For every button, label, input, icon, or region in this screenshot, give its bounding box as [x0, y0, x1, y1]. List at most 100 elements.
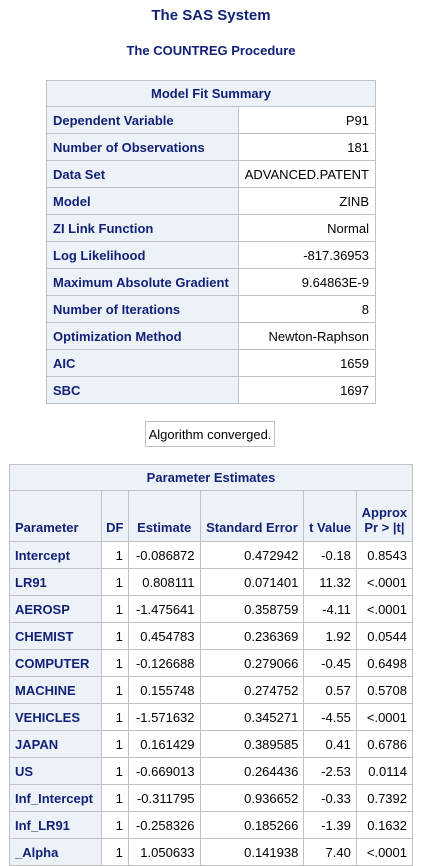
table-row: LR91 1 0.808111 0.071401 11.32 <.0001 [9, 568, 414, 596]
convergence-note: Algorithm converged. [145, 421, 275, 447]
table-row: CHEMIST 1 0.454783 0.236369 1.92 0.0544 [9, 622, 414, 650]
table-row: _Alpha 1 1.050633 0.141938 7.40 <.0001 [9, 838, 414, 866]
table-row: Inf_LR91 1 -0.258326 0.185266 -1.39 0.1632 [9, 811, 414, 839]
fit-row-label: Data Set [46, 160, 239, 188]
column-header-estimate: Estimate [127, 490, 201, 542]
table-row: AEROSP 1 -1.475641 0.358759 -4.11 <.0001 [9, 595, 414, 623]
model-fit-summary-header: Model Fit Summary [46, 80, 376, 107]
table-row: US 1 -0.669013 0.264436 -2.53 0.0114 [9, 757, 414, 785]
table-row: Number of Iterations 8 [46, 295, 377, 323]
param-cell-df: 1 [100, 757, 129, 785]
param-cell-parameter: US [9, 757, 102, 785]
param-cell-df: 1 [100, 595, 129, 623]
fit-row-value: 9.64863E-9 [237, 268, 377, 296]
fit-row-value: -817.36953 [237, 241, 377, 269]
param-cell-parameter: Inf_LR91 [9, 811, 102, 839]
table-row: AIC 1659 [46, 349, 377, 377]
param-cell-std-error: 0.345271 [199, 703, 305, 731]
param-cell-parameter: COMPUTER [9, 649, 102, 677]
table-row: Log Likelihood -817.36953 [46, 241, 377, 269]
param-cell-estimate: -0.258326 [127, 811, 201, 839]
param-cell-estimate: 0.454783 [127, 622, 201, 650]
param-cell-t-value: 0.41 [303, 730, 357, 758]
table-row: SBC 1697 [46, 376, 377, 404]
param-cell-parameter: VEHICLES [9, 703, 102, 731]
param-cell-estimate: -0.311795 [127, 784, 201, 812]
param-cell-estimate: 0.161429 [127, 730, 201, 758]
table-row: COMPUTER 1 -0.126688 0.279066 -0.45 0.6498 [9, 649, 414, 677]
param-cell-t-value: -0.33 [303, 784, 357, 812]
param-cell-p-value: 0.6786 [355, 730, 414, 758]
param-cell-p-value: <.0001 [355, 703, 414, 731]
param-cell-std-error: 0.071401 [199, 568, 305, 596]
param-cell-p-value: 0.0544 [355, 622, 414, 650]
param-cell-std-error: 0.472942 [199, 541, 305, 569]
param-cell-estimate: -1.475641 [127, 595, 201, 623]
param-cell-p-value: 0.6498 [355, 649, 414, 677]
param-cell-t-value: -4.55 [303, 703, 357, 731]
param-cell-df: 1 [100, 541, 129, 569]
param-cell-df: 1 [100, 568, 129, 596]
table-row: Maximum Absolute Gradient 9.64863E-9 [46, 268, 377, 296]
param-cell-t-value: 1.92 [303, 622, 357, 650]
column-header-parameter: Parameter [9, 490, 102, 542]
param-cell-p-value: 0.0114 [355, 757, 414, 785]
column-header-p-line2: Pr > |t| [364, 520, 405, 535]
fit-row-value: 1697 [237, 376, 377, 404]
param-cell-parameter: Inf_Intercept [9, 784, 102, 812]
table-row: Dependent Variable P91 [46, 106, 377, 134]
column-header-t-value: t Value [303, 490, 357, 542]
param-cell-estimate: 0.808111 [127, 568, 201, 596]
fit-row-value: Normal [237, 214, 377, 242]
param-cell-parameter: Intercept [9, 541, 102, 569]
param-cell-t-value: -2.53 [303, 757, 357, 785]
param-cell-p-value: 0.1632 [355, 811, 414, 839]
parameter-estimates-header: Parameter Estimates [9, 464, 413, 491]
parameter-estimates-table: Parameter Estimates Parameter DF Estimat… [9, 464, 414, 866]
table-row: Inf_Intercept 1 -0.311795 0.936652 -0.33 0.73… [9, 784, 414, 812]
fit-row-value: ADVANCED.PATENT [237, 160, 377, 188]
fit-row-value: ZINB [237, 187, 377, 215]
param-cell-t-value: 0.57 [303, 676, 357, 704]
param-cell-df: 1 [100, 730, 129, 758]
param-cell-estimate: 1.050633 [127, 838, 201, 866]
param-cell-estimate: 0.155748 [127, 676, 201, 704]
param-cell-estimate: -1.571632 [127, 703, 201, 731]
table-row: JAPAN 1 0.161429 0.389585 0.41 0.6786 [9, 730, 414, 758]
param-cell-std-error: 0.936652 [199, 784, 305, 812]
param-cell-df: 1 [100, 649, 129, 677]
fit-row-label: Log Likelihood [46, 241, 239, 269]
column-header-std-error: Standard Error [199, 490, 305, 542]
table-row: Data Set ADVANCED.PATENT [46, 160, 377, 188]
param-cell-t-value: -1.39 [303, 811, 357, 839]
param-cell-df: 1 [100, 838, 129, 866]
fit-row-label: Optimization Method [46, 322, 239, 350]
fit-row-label: SBC [46, 376, 239, 404]
param-cell-estimate: -0.086872 [127, 541, 201, 569]
param-cell-std-error: 0.358759 [199, 595, 305, 623]
table-row: Number of Observations 181 [46, 133, 377, 161]
table-row: Model ZINB [46, 187, 377, 215]
param-cell-std-error: 0.185266 [199, 811, 305, 839]
param-cell-p-value: <.0001 [355, 568, 414, 596]
table-row: MACHINE 1 0.155748 0.274752 0.57 0.5708 [9, 676, 414, 704]
fit-row-label: Number of Observations [46, 133, 239, 161]
param-cell-estimate: -0.669013 [127, 757, 201, 785]
table-row: Optimization Method Newton-Raphson [46, 322, 377, 350]
fit-row-label: AIC [46, 349, 239, 377]
column-header-p-value: Approx Pr > |t| [355, 490, 414, 542]
param-cell-p-value: <.0001 [355, 595, 414, 623]
param-cell-t-value: -0.45 [303, 649, 357, 677]
param-cell-std-error: 0.236369 [199, 622, 305, 650]
table-row: ZI Link Function Normal [46, 214, 377, 242]
fit-row-label: Number of Iterations [46, 295, 239, 323]
param-cell-df: 1 [100, 811, 129, 839]
fit-row-label: Maximum Absolute Gradient [46, 268, 239, 296]
param-cell-parameter: MACHINE [9, 676, 102, 704]
procedure-title: The COUNTREG Procedure [126, 43, 296, 58]
param-cell-parameter: LR91 [9, 568, 102, 596]
table-row: Intercept 1 -0.086872 0.472942 -0.18 0.8543 [9, 541, 414, 569]
fit-row-label: Dependent Variable [46, 106, 239, 134]
fit-row-value: P91 [237, 106, 377, 134]
param-cell-t-value: -0.18 [303, 541, 357, 569]
